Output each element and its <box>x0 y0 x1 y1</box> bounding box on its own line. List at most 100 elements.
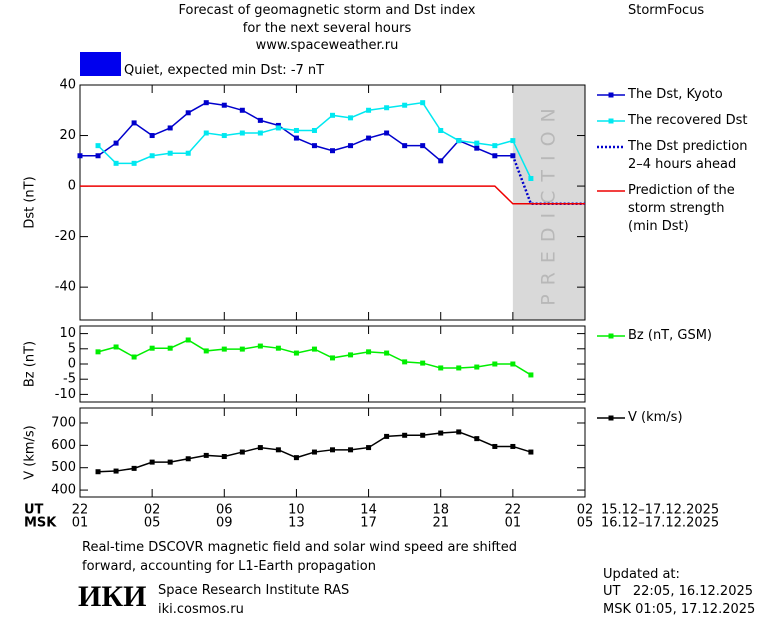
data-point <box>239 130 245 136</box>
data-point <box>203 452 209 458</box>
data-point <box>131 465 137 471</box>
legend-marker <box>608 333 614 339</box>
data-point <box>528 372 534 378</box>
data-point <box>438 430 444 436</box>
x-tick-label: 05 <box>144 516 161 531</box>
legend-label: The Dst prediction 2–4 hours ahead <box>628 139 748 172</box>
data-point <box>474 364 480 370</box>
data-point <box>221 346 227 352</box>
data-point <box>402 102 408 108</box>
data-point <box>167 150 173 156</box>
y-tick-label: 0 <box>68 179 76 194</box>
status-swatch <box>80 52 121 76</box>
data-point <box>402 432 408 438</box>
footer-note: Real-time DSCOVR magnetic field and sola… <box>82 540 518 574</box>
data-point <box>492 361 498 367</box>
data-point <box>348 115 354 121</box>
data-point <box>402 359 408 365</box>
data-point <box>456 429 462 435</box>
data-point <box>330 355 335 361</box>
x-tick-label: 02 <box>144 503 161 518</box>
data-point <box>167 459 173 465</box>
data-point <box>474 140 480 146</box>
data-point <box>348 447 354 453</box>
data-point <box>311 127 317 133</box>
x-tick-label: 17 <box>360 516 377 531</box>
updated-label: Updated at: <box>603 567 680 582</box>
data-point <box>257 130 263 136</box>
data-point <box>311 449 317 455</box>
series-line <box>97 339 532 376</box>
series-line <box>97 101 532 179</box>
data-point <box>257 117 263 123</box>
data-point <box>366 107 372 113</box>
data-point <box>95 469 101 475</box>
x-tick-label: 06 <box>216 503 233 518</box>
data-point <box>366 349 372 355</box>
data-point <box>528 449 534 455</box>
x-axis-label: UT <box>24 503 44 518</box>
data-point <box>275 345 281 351</box>
data-point <box>474 436 480 442</box>
data-point <box>293 455 299 461</box>
data-point <box>221 133 227 139</box>
data-point <box>185 456 191 462</box>
data-point <box>366 445 372 451</box>
data-point <box>492 153 498 159</box>
data-point <box>167 125 173 131</box>
data-point <box>149 133 155 139</box>
plot-frame <box>79 84 586 321</box>
legend-marker <box>608 92 614 98</box>
data-point <box>239 107 245 113</box>
x-tick-label: 01 <box>72 516 89 531</box>
y-tick-label: 600 <box>51 438 76 453</box>
x-tick-label: 22 <box>505 503 522 518</box>
data-point <box>384 350 390 356</box>
data-point <box>348 352 354 358</box>
legend-marker <box>608 415 614 421</box>
data-point <box>113 468 119 474</box>
title-line: for the next several hours <box>242 21 412 36</box>
legend-marker <box>608 118 614 124</box>
data-point <box>275 125 281 131</box>
y-axis-label: Dst (nT) <box>23 176 38 228</box>
data-point <box>384 105 390 111</box>
data-point <box>167 345 173 351</box>
site: iki.cosmos.ru <box>158 602 244 617</box>
legend-label: Bz (nT, GSM) <box>628 328 713 343</box>
y-axis-label: Bz (nT) <box>23 341 38 387</box>
legend-label: The Dst, Kyoto <box>628 87 723 102</box>
data-point <box>420 143 426 149</box>
data-point <box>131 120 137 126</box>
y-axis-label: V (km/s) <box>23 425 38 480</box>
data-point <box>330 447 335 453</box>
data-point <box>348 143 354 149</box>
data-point <box>311 143 317 149</box>
data-point <box>149 459 155 465</box>
x-axis-label: MSK <box>24 516 57 531</box>
title-line: Forecast of geomagnetic storm and Dst in… <box>178 3 476 18</box>
data-point <box>113 344 119 350</box>
data-point <box>203 100 209 106</box>
x-tick-label: 09 <box>216 516 233 531</box>
data-point <box>293 135 299 141</box>
x-tick-label: 02 <box>577 503 594 518</box>
data-point <box>438 127 444 133</box>
data-point <box>510 443 516 449</box>
title-line: www.spaceweather.ru <box>255 38 399 53</box>
y-tick-label: -20 <box>55 229 76 244</box>
data-point <box>221 454 227 460</box>
y-tick-label: 400 <box>51 483 76 498</box>
y-tick-label: -10 <box>55 387 76 402</box>
data-point <box>528 175 534 181</box>
data-point <box>330 112 335 118</box>
x-tick-label: 10 <box>288 503 305 518</box>
legend-label: V (km/s) <box>628 410 683 425</box>
data-point <box>185 337 191 343</box>
data-point <box>438 158 444 164</box>
data-point <box>420 432 426 438</box>
x-tick-label: 13 <box>288 516 305 531</box>
brand: StormFocus <box>628 3 705 18</box>
y-tick-label: 40 <box>59 78 76 93</box>
